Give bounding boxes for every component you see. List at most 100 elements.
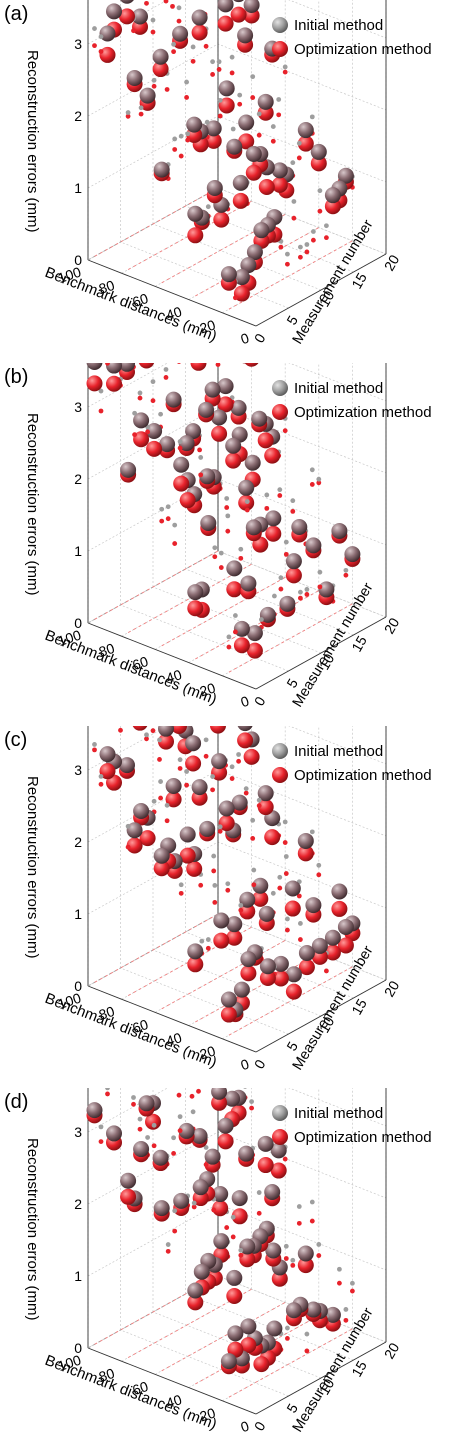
point-initial (226, 634, 232, 640)
point-optimization (157, 756, 162, 762)
z-tick-label: 1 (74, 180, 82, 196)
point-optimization (277, 492, 283, 498)
point-optimization (282, 69, 288, 75)
point-optimization (265, 525, 282, 542)
point-optimization (226, 1288, 243, 1305)
point-optimization (132, 725, 148, 731)
point-optimization (164, 87, 170, 92)
point-initial (216, 59, 222, 65)
point-optimization (264, 828, 281, 845)
point-optimization (250, 835, 256, 841)
data-points (86, 362, 361, 659)
point-optimization (150, 727, 156, 733)
point-initial (337, 1267, 342, 1272)
point-optimization (225, 528, 231, 534)
point-initial (185, 734, 202, 751)
point-initial (199, 468, 216, 485)
point-optimization (203, 753, 209, 759)
point-optimization (225, 887, 231, 893)
legend-marker-optimization (272, 41, 288, 57)
point-initial (239, 891, 256, 908)
point-initial (199, 820, 216, 837)
x-tick-label: 20 (198, 679, 218, 699)
point-initial (210, 773, 216, 779)
point-initial (218, 550, 224, 556)
point-initial (309, 1199, 315, 1205)
point-optimization (185, 137, 191, 143)
point-initial (106, 3, 122, 20)
point-initial (106, 1125, 122, 1142)
point-optimization (92, 43, 97, 49)
point-initial (225, 513, 231, 519)
point-initial (199, 938, 205, 944)
point-initial (285, 1325, 290, 1331)
point-optimization (198, 882, 204, 888)
point-optimization (211, 868, 217, 873)
point-initial (152, 48, 169, 65)
point-optimization (309, 1218, 315, 1224)
legend-label-optimization: Optimization method (294, 404, 432, 421)
point-initial (133, 1141, 150, 1158)
point-optimization (216, 67, 222, 72)
point-optimization (150, 29, 156, 35)
point-optimization (230, 1234, 236, 1240)
point-optimization (187, 600, 204, 617)
point-initial (163, 366, 169, 372)
point-optimization (158, 733, 174, 750)
x-tick-label: 0 (239, 1418, 252, 1436)
point-initial (217, 1117, 234, 1134)
point-initial (226, 1270, 243, 1287)
point-optimization (212, 1200, 229, 1217)
point-optimization (243, 790, 249, 795)
point-initial (190, 44, 196, 50)
x-tick-label: 20 (198, 316, 218, 336)
point-initial (238, 902, 244, 908)
point-initial (153, 847, 170, 864)
point-initial (238, 1145, 255, 1162)
point-initial (282, 819, 288, 824)
point-initial (226, 138, 243, 155)
point-initial (157, 737, 162, 742)
point-optimization (165, 516, 171, 521)
point-initial (285, 1302, 302, 1319)
x-tick-label: 80 (97, 277, 117, 297)
point-initial (253, 222, 270, 239)
point-optimization (132, 431, 138, 437)
point-optimization (210, 725, 226, 734)
point-initial (193, 1263, 210, 1280)
point-optimization (310, 155, 327, 172)
point-initial (309, 114, 315, 120)
point-initial (243, 1088, 247, 1090)
x-tick-label: 100 (56, 626, 83, 649)
legend-label-optimization: Optimization method (294, 767, 432, 784)
point-optimization (217, 15, 234, 32)
chart-panel: 0123402040608010005101520Reconstruction … (0, 725, 474, 1089)
point-optimization (191, 24, 208, 41)
x-tick-label: 100 (56, 1352, 83, 1375)
point-optimization (118, 727, 123, 733)
point-initial (270, 890, 276, 896)
point-initial (252, 877, 269, 894)
point-optimization (237, 731, 254, 748)
point-initial (158, 725, 174, 737)
point-initial (257, 784, 274, 801)
point-initial (337, 918, 354, 935)
point-optimization (331, 900, 348, 917)
point-initial (318, 581, 335, 598)
point-initial (203, 736, 209, 742)
point-initial (211, 752, 228, 769)
point-initial (173, 1193, 190, 1210)
x-tick-label: 80 (97, 640, 117, 660)
point-initial (250, 74, 256, 80)
point-optimization (98, 1139, 104, 1145)
point-initial (191, 1128, 208, 1145)
point-optimization (163, 374, 169, 380)
legend-marker-initial (272, 17, 288, 33)
point-optimization (203, 1162, 209, 1168)
point-optimization (184, 95, 190, 100)
point-initial (150, 378, 156, 384)
x-tick-label: 0 (239, 1055, 252, 1073)
point-optimization (210, 72, 216, 77)
point-initial (237, 27, 254, 44)
point-initial (153, 1200, 170, 1217)
